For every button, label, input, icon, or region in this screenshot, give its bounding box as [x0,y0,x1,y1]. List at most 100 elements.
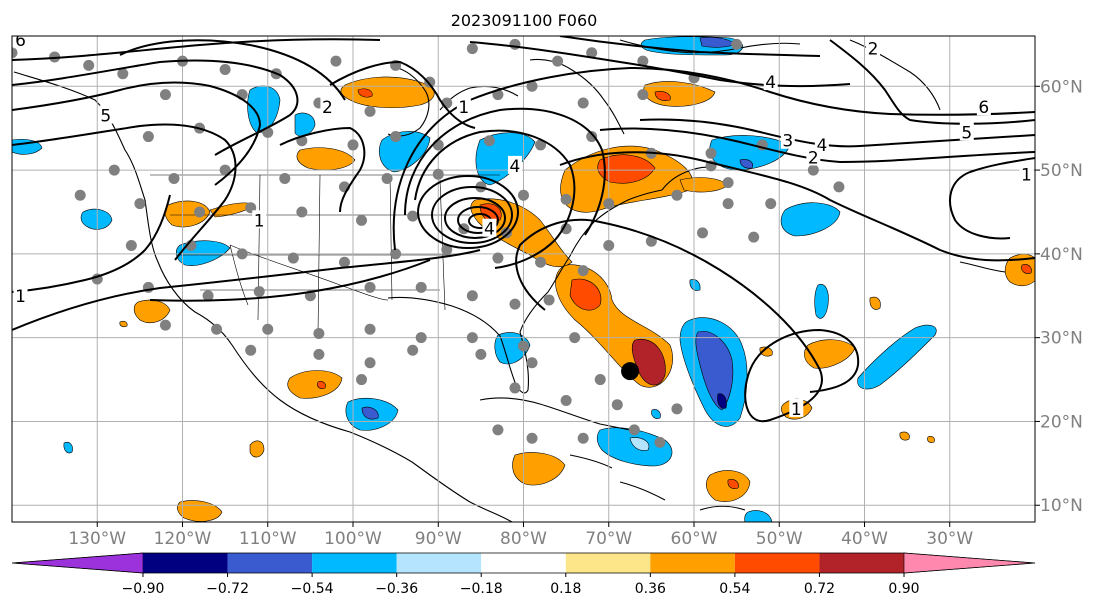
observation-dot [364,323,376,335]
observation-dot [722,177,734,189]
colorbar-label: −0.90 [122,581,165,597]
observation-dot [705,147,717,159]
observation-dot [12,47,18,59]
observation-dot [424,76,436,88]
observation-dot [330,55,342,67]
observation-dot [586,47,598,59]
colorbar-segment [565,553,651,573]
colorbar-label: 0.36 [635,581,666,597]
observation-dot [390,248,402,260]
observation-dot [313,327,325,339]
observation-dot [125,239,137,251]
map-gridlines [12,36,1035,522]
contour-label: 6 [978,98,989,118]
observation-dot [108,164,120,176]
colorbar-label: −0.72 [206,581,249,597]
storm-center-marker [621,362,640,381]
colorbar-label: −0.54 [291,581,334,597]
contour-label-bg [456,97,471,116]
observation-dot [364,105,376,117]
contour-label: 3 [782,132,793,152]
observation-dot [518,340,529,352]
observation-dot [671,189,683,201]
lon-tick-label: 110°W [239,529,297,549]
observation-dot [262,323,274,335]
observation-dot [637,55,649,67]
lat-tick-label: 30°N [1040,329,1083,349]
observation-dot [594,374,606,386]
positive-anomaly-fills [119,76,1035,522]
contour-label: 4 [510,157,521,177]
contour-label-bg [320,97,335,116]
observation-dot [577,265,589,277]
contour-label: 2 [808,149,819,169]
observation-dot [83,59,95,71]
observation-dot [338,256,350,268]
observation-dot [202,290,214,302]
observation-dot [74,189,86,201]
observation-dot [569,332,581,344]
observation-dot [466,332,478,344]
colorbar-label: −0.18 [460,581,503,597]
observation-dot [577,97,589,109]
observation-dot [364,357,376,369]
observation-dot [722,198,734,210]
observation-dot [526,357,538,369]
contour-label-bg [252,210,267,229]
observation-dot [347,139,359,151]
colorbar-segment [819,553,904,573]
observation-dot [475,348,487,360]
observation-dot [159,89,171,101]
observation-dot [432,168,444,180]
observation-dot [441,244,453,256]
colorbar-segment [227,553,313,573]
contour-label: 1 [1021,165,1032,185]
observation-dot [159,319,171,331]
observation-dot [245,344,257,356]
observation-dot [731,38,743,50]
observation-dots [12,38,845,448]
observation-dot [560,223,572,235]
observation-dot [296,206,308,218]
contour-label-bg [866,38,881,57]
observation-dot [654,436,666,448]
observation-dot [415,281,427,293]
lat-tick-label: 50°N [1040,161,1083,181]
observation-dot [500,227,512,239]
observation-dot [466,43,478,55]
contour-label: 1 [254,211,265,231]
observation-dot [492,424,504,436]
observation-dot [432,139,444,151]
contour-lines [12,36,1035,423]
observation-dot [356,214,368,226]
observation-dot [219,64,231,76]
contour-label-bg [482,218,497,237]
longitude-tick-labels: 130°W 120°W 110°W 100°W 90°W 80°W 70°W 60°W 50°W… [68,522,973,549]
contour-label-bg [959,122,974,141]
observation-dot [287,252,299,264]
observation-dot [526,432,538,444]
observation-dot [611,399,623,411]
observation-dot [142,131,154,143]
contour-label: 5 [961,123,972,143]
observation-dot [483,135,495,147]
observation-dot [833,181,845,193]
observation-dot [560,395,572,406]
colorbar-segment [396,553,482,573]
contour-label-bg [13,285,28,304]
colorbar-label: 0.90 [888,581,919,597]
lat-tick-label: 10°N [1040,496,1083,516]
contour-label: 2 [868,40,879,60]
contour-label: 1 [458,98,469,118]
colorbar-segment [650,553,735,573]
lon-tick-label: 40°W [841,529,888,549]
colorbar-label: 0.54 [719,581,750,597]
colorbar-segment [734,553,820,573]
contour-label-bg [13,36,28,49]
contour-label: 6 [15,31,26,51]
observation-dot [645,235,657,247]
observation-dot [407,344,419,356]
observation-dot [356,374,368,386]
